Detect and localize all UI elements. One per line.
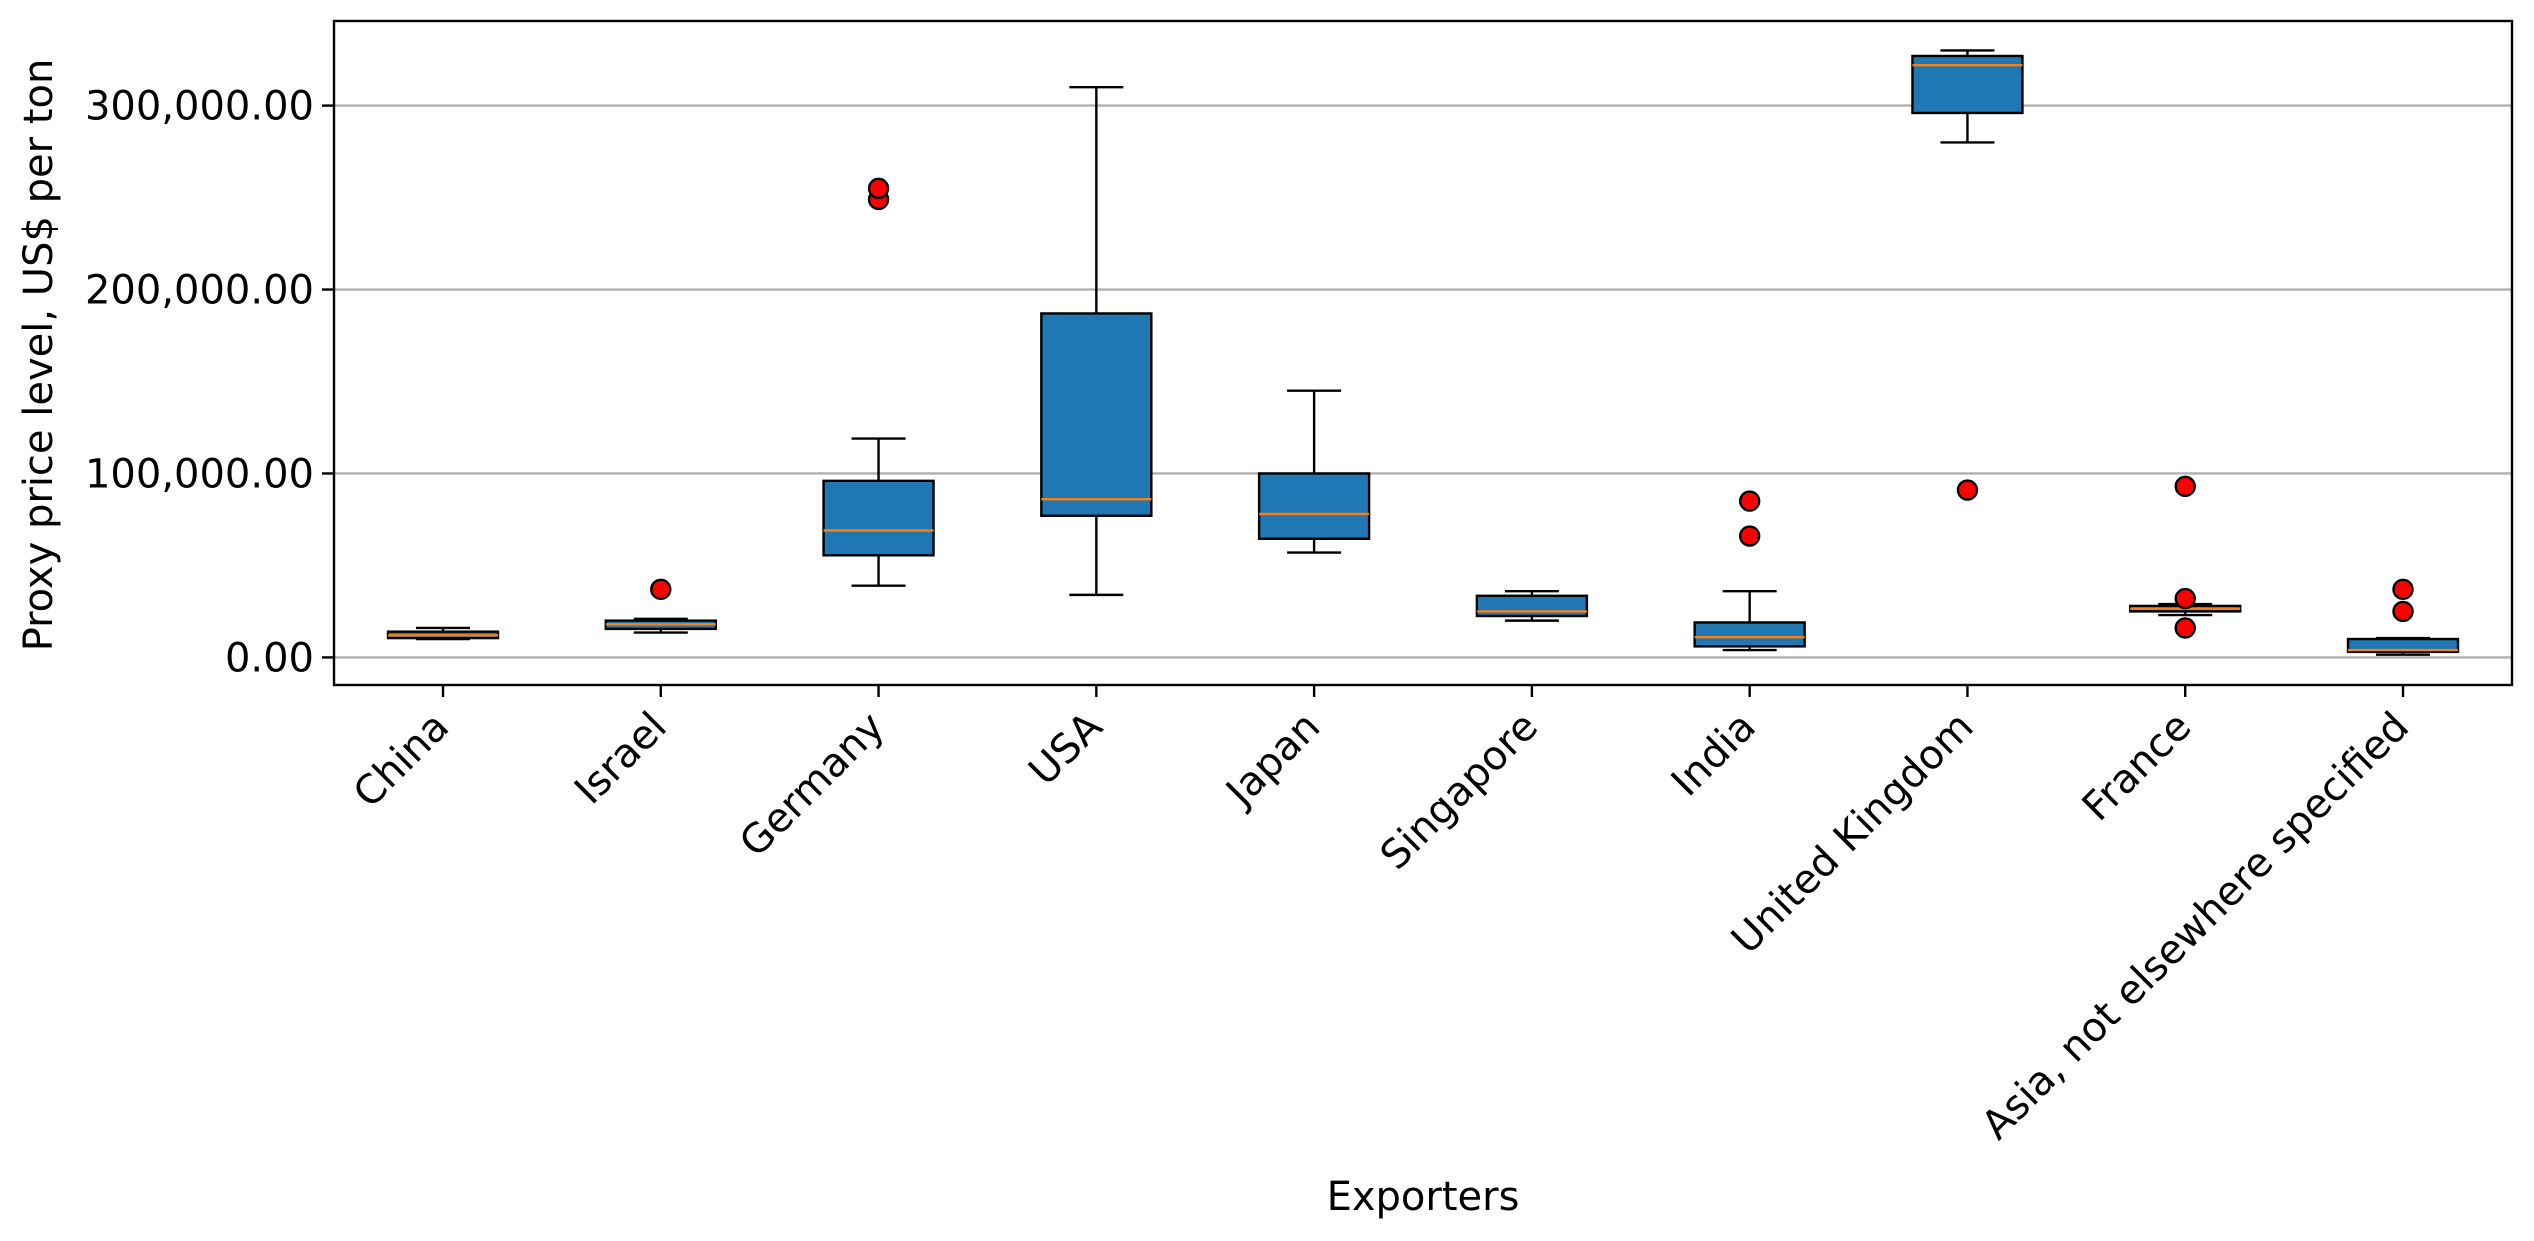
x-axis: China Israel Germany USA Japan Singapore India…	[345, 685, 2418, 1149]
outlier-point	[1956, 479, 1979, 501]
outlier-point	[2174, 475, 2196, 498]
box-group	[604, 578, 717, 634]
box-group	[2346, 578, 2460, 656]
box-group	[1257, 389, 1371, 554]
iqr-box	[1693, 621, 1806, 648]
x-tick-label: France	[2074, 704, 2201, 831]
y-tick-label: 200,000.00	[85, 268, 314, 314]
x-tick-label: USA	[1020, 703, 1112, 795]
x-tick-label: Japan	[1216, 704, 1330, 818]
outlier-point	[867, 177, 890, 200]
box-group	[822, 177, 935, 587]
x-tick-label: China	[345, 704, 458, 817]
y-axis-label: Proxy price level, US$ per ton	[16, 59, 62, 652]
iqr-box	[1475, 594, 1589, 618]
x-tick-label: United Kingdom	[1723, 704, 1983, 964]
y-tick-label: 100,000.00	[85, 451, 314, 497]
iqr-box	[822, 479, 935, 557]
outlier-point	[1738, 490, 1761, 512]
x-tick-label: Singapore	[1372, 704, 1547, 879]
outlier-point	[2174, 617, 2196, 639]
box-group	[2129, 475, 2242, 639]
iqr-box	[2346, 637, 2460, 654]
x-tick-label: Germany	[731, 704, 894, 867]
box-layer	[386, 49, 2460, 656]
x-tick-label: Asia, not elsewhere specified	[1973, 704, 2418, 1149]
iqr-box	[1257, 472, 1371, 540]
y-tick-label: 300,000.00	[85, 84, 314, 130]
outlier-point	[2392, 600, 2414, 623]
outlier-point	[2174, 587, 2196, 610]
x-tick-label: India	[1663, 704, 1765, 806]
box-group	[1693, 490, 1806, 652]
y-axis: 0.00 100,000.00 200,000.00 300,000.00	[85, 84, 334, 681]
grid-layer	[334, 104, 2512, 659]
box-group	[1040, 86, 1153, 597]
x-tick-label: Israel	[566, 704, 676, 814]
outlier-point	[650, 578, 672, 601]
box-group	[1475, 589, 1589, 622]
iqr-box	[1040, 312, 1153, 517]
outlier-point	[1738, 525, 1761, 547]
y-tick-label: 0.00	[225, 635, 314, 681]
outlier-point	[2392, 578, 2414, 601]
x-axis-label: Exporters	[1327, 1174, 1520, 1220]
box-group	[386, 626, 500, 641]
plot-frame	[332, 19, 2514, 687]
box-group	[1911, 49, 2024, 501]
